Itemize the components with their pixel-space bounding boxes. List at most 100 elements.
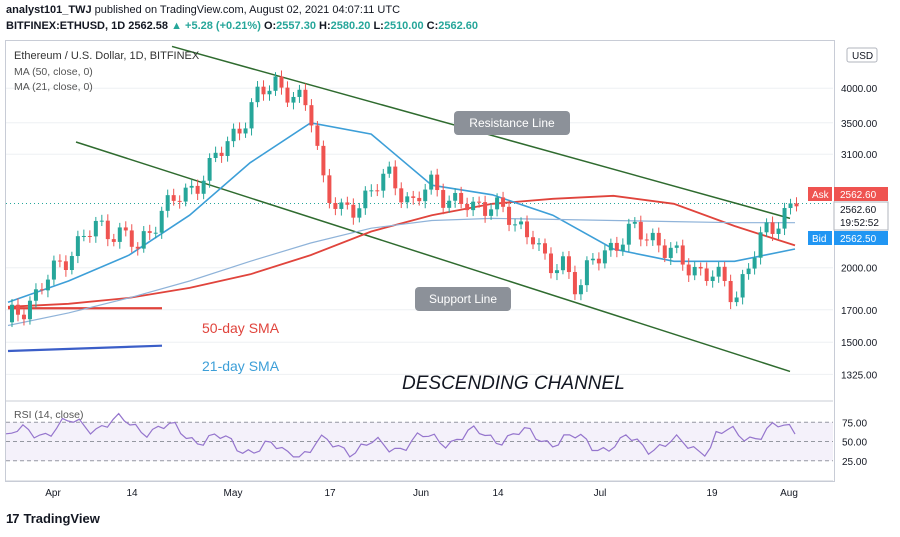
resistance-line-label-bg (454, 111, 570, 135)
price-tick-label: 1500.00 (841, 338, 878, 349)
bid-label-box (808, 231, 832, 245)
ohlc-open: 2557.30 (276, 20, 316, 32)
rsi-panel: 75.00 50.00 25.00 (5, 400, 867, 468)
candle-down (728, 280, 733, 303)
candle-up (734, 297, 739, 303)
legend-rsi[interactable]: RSI (14, close) (14, 409, 84, 421)
price-tick-label: 1325.00 (841, 370, 878, 381)
candle-down (333, 202, 338, 209)
candle-down (129, 230, 134, 247)
candle-up (231, 128, 236, 142)
candle-down (21, 314, 26, 320)
candle-up (291, 96, 296, 103)
price-tick-label: 4000.00 (841, 84, 878, 95)
ohlc-o-label: O: (263, 20, 277, 32)
candle-down (219, 152, 224, 156)
candle-down (507, 206, 512, 225)
candle-up (75, 236, 80, 257)
candle-down (704, 268, 709, 282)
support-line (75, 141, 791, 373)
ask-label: Ask (812, 190, 830, 201)
candle-down (351, 204, 356, 218)
time-tick-label: 14 (126, 488, 138, 499)
candle-up (788, 203, 793, 209)
candle-down (309, 105, 314, 126)
candle-up (560, 256, 565, 271)
candle-down (441, 190, 446, 208)
candle-up (267, 90, 272, 95)
candle-down (57, 260, 62, 262)
legend-ma50[interactable]: MA (50, close, 0) (14, 66, 93, 78)
candle-up (381, 173, 386, 191)
candle-down (477, 201, 482, 203)
candle-up (650, 232, 655, 241)
current-price: 2562.60 (840, 205, 877, 216)
candle-down (111, 239, 116, 242)
candle-up (81, 235, 86, 237)
last-price: 2562.58 (128, 20, 169, 32)
author-name[interactable]: analyst101_TWJ (6, 4, 92, 16)
legend-ma21[interactable]: MA (21, close, 0) (14, 81, 93, 93)
candle-up (513, 224, 518, 226)
candle-up (255, 86, 260, 103)
candle-down (525, 221, 530, 238)
candle-down (63, 261, 68, 270)
candle-up (752, 257, 757, 269)
candle-up (249, 102, 254, 129)
legend-title: Ethereum / U.S. Dollar, 1D, BITFINEX (14, 50, 200, 62)
candle-up (746, 268, 751, 275)
symbol-name[interactable]: BITFINEX:ETHUSD, 1D (6, 20, 126, 32)
candle-up (668, 247, 673, 258)
candle-down (399, 188, 404, 203)
candle-up (519, 221, 524, 225)
candle-up (429, 174, 434, 190)
candle-down (614, 242, 619, 251)
candle-down (393, 166, 398, 189)
candle-up (387, 166, 392, 174)
candle-down (548, 253, 553, 274)
candle-down (638, 221, 643, 240)
candle-up (159, 210, 164, 233)
tradingview-footer[interactable]: 17 TradingView (6, 511, 100, 526)
candle-up (710, 276, 715, 282)
candle-up (453, 192, 458, 201)
candle-down (261, 86, 266, 95)
price-tick-label: 3500.00 (841, 119, 878, 130)
candle-down (135, 246, 140, 249)
candle-up (183, 187, 188, 202)
candle-down (417, 197, 422, 202)
candle-up (620, 244, 625, 251)
candle-down (279, 76, 284, 88)
candle-up (471, 201, 476, 211)
candle-up (45, 279, 50, 291)
candle-up (632, 221, 637, 224)
candle-down (501, 197, 506, 207)
candle-down (39, 289, 44, 291)
price-tick-label: 2000.00 (841, 264, 878, 275)
candle-up (489, 209, 494, 216)
candle-up (590, 258, 595, 261)
candle-down (662, 245, 667, 258)
candle-down (656, 232, 661, 246)
candle-up (554, 270, 559, 274)
candle-up (33, 289, 38, 301)
bid-label: Bid (812, 234, 826, 245)
candle-down (572, 272, 577, 295)
time-tick-label: May (224, 488, 243, 499)
candle-down (345, 202, 350, 205)
candle-up (716, 266, 721, 277)
candle-down (686, 264, 691, 276)
time-tick-label: 14 (492, 488, 504, 499)
up-arrow-icon: ▲ (171, 20, 182, 32)
candle-up (602, 250, 607, 264)
candle-up (51, 260, 56, 280)
brand-name: TradingView (23, 511, 100, 526)
ohlc-c-label: C: (426, 20, 439, 32)
candle-up (93, 220, 98, 237)
time-tick-label: Jun (413, 488, 429, 499)
candle-down (794, 203, 799, 207)
sma21-annotation: 21-day SMA (202, 358, 280, 374)
candle-up (536, 243, 541, 245)
candle-up (626, 223, 631, 245)
